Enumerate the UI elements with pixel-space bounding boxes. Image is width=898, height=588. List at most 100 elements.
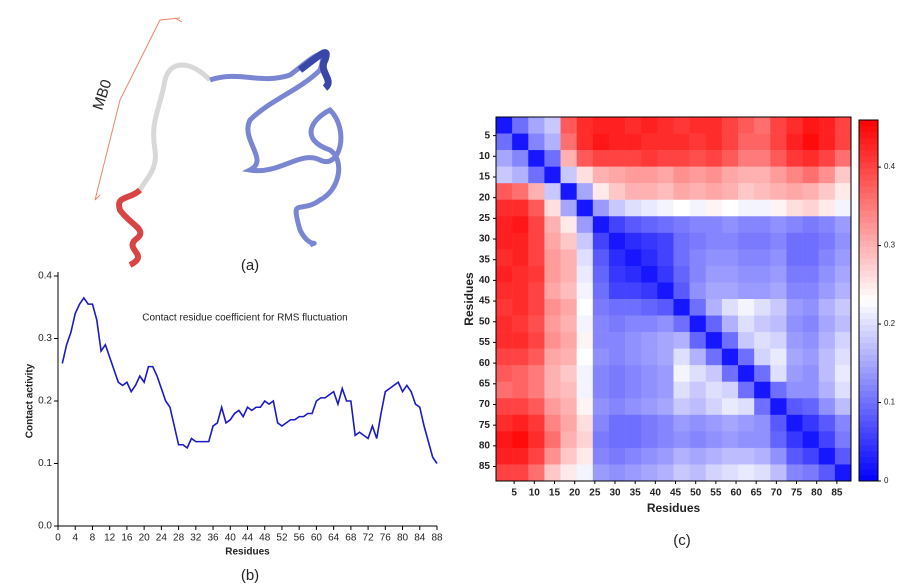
- cell: [512, 265, 529, 283]
- cell: [754, 150, 771, 167]
- cell: [657, 348, 674, 366]
- cell: [738, 199, 755, 217]
- cell: [496, 398, 513, 416]
- cell: [512, 216, 529, 234]
- cell: [818, 232, 836, 250]
- cell: [673, 133, 690, 151]
- cell: [754, 464, 771, 482]
- cell: [834, 332, 852, 349]
- colorbar-segment: [859, 462, 878, 470]
- cell: [560, 431, 577, 449]
- cell: [721, 299, 739, 316]
- cell: [576, 232, 594, 250]
- cell: [689, 249, 707, 267]
- cell: [754, 332, 771, 349]
- cell: [786, 464, 803, 482]
- cell: [576, 365, 594, 383]
- cell: [834, 464, 852, 482]
- cell: [786, 299, 803, 316]
- cell: [834, 232, 852, 250]
- cell: [592, 133, 610, 151]
- cell: [608, 414, 626, 432]
- cell: [496, 232, 513, 250]
- cell: [496, 249, 513, 267]
- cell: [802, 133, 820, 151]
- cell: [738, 282, 755, 300]
- cell: [625, 315, 642, 333]
- cell: [754, 249, 771, 267]
- cell: [754, 216, 771, 234]
- cell: [738, 117, 755, 134]
- cell: [689, 166, 707, 184]
- cell: [496, 166, 513, 184]
- cell: [754, 183, 771, 201]
- cell: [560, 414, 577, 432]
- cell: [673, 199, 690, 217]
- cell: [834, 117, 852, 134]
- cell: [818, 183, 836, 201]
- cell: [608, 133, 626, 151]
- cell: [496, 199, 513, 217]
- cell: [689, 431, 707, 449]
- cell: [528, 332, 545, 349]
- y-tick-label: 10: [479, 151, 491, 162]
- cell: [705, 348, 723, 366]
- cell: [657, 166, 674, 184]
- cell: [560, 232, 577, 250]
- cell: [625, 166, 642, 184]
- cell: [721, 117, 739, 134]
- x-tick-label: 10: [529, 488, 541, 499]
- x-axis-label: Residues: [225, 547, 270, 558]
- cell: [802, 414, 820, 432]
- cell: [657, 133, 674, 151]
- cell: [802, 232, 820, 250]
- cell: [689, 265, 707, 283]
- cell: [770, 232, 787, 250]
- cell: [608, 315, 626, 333]
- colorbar-segment: [859, 228, 878, 235]
- cell: [786, 133, 803, 151]
- colorbar-segment: [859, 138, 878, 145]
- colorbar-segment: [859, 426, 878, 434]
- cell: [786, 183, 803, 201]
- cell: [544, 414, 561, 432]
- cell: [641, 117, 658, 134]
- cell: [512, 398, 529, 416]
- cell: [608, 365, 626, 383]
- colorbar-segment: [859, 342, 878, 350]
- cell: [592, 282, 610, 300]
- cell: [657, 332, 674, 349]
- cell: [592, 414, 610, 432]
- x-tick-label: 76: [380, 533, 392, 544]
- cell: [689, 117, 707, 134]
- cell: [754, 398, 771, 416]
- cell: [641, 447, 658, 465]
- x-tick-label: 65: [751, 488, 763, 499]
- cell: [544, 315, 561, 333]
- cell: [544, 117, 561, 134]
- cell: [608, 232, 626, 250]
- cell: [560, 381, 577, 399]
- cell: [608, 464, 626, 482]
- y-tick-label: 15: [479, 172, 491, 183]
- cell: [721, 447, 739, 465]
- colorbar-tick-label: 0.4: [884, 162, 896, 171]
- cell: [689, 315, 707, 333]
- cell: [576, 332, 594, 349]
- cell: [754, 299, 771, 316]
- cell: [528, 464, 545, 482]
- cell: [738, 332, 755, 349]
- x-tick-label: 36: [207, 533, 219, 544]
- y-tick-label: 0.3: [38, 333, 52, 344]
- cell: [689, 332, 707, 349]
- bracket: [94, 17, 181, 201]
- cell: [754, 315, 771, 333]
- cell: [738, 414, 755, 432]
- cell: [592, 398, 610, 416]
- x-tick-label: 50: [690, 488, 702, 499]
- cell: [834, 216, 852, 234]
- colorbar-segment: [859, 168, 878, 175]
- cell: [496, 414, 513, 432]
- cell: [496, 150, 513, 167]
- y-tick-label: 65: [479, 378, 491, 389]
